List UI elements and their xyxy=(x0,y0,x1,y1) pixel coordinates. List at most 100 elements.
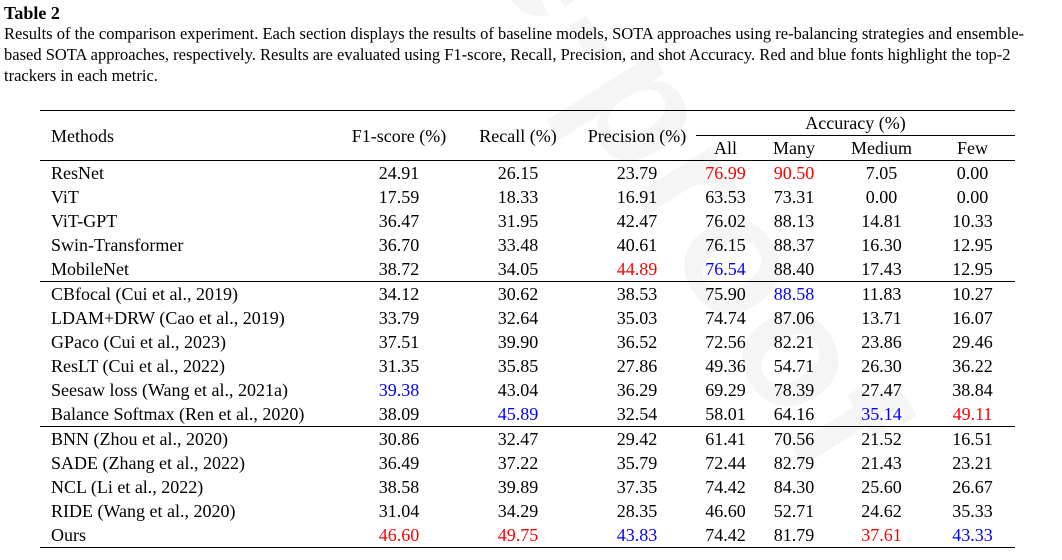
many-cell: 82.21 xyxy=(773,332,815,352)
medium-cell: 24.62 xyxy=(861,501,902,521)
all-cell: 75.90 xyxy=(696,281,755,306)
table-label: Table 2 xyxy=(4,3,60,23)
f1-cell: 24.91 xyxy=(340,160,458,185)
method-cell: GPaco (Cui et al., 2023) xyxy=(51,332,226,352)
all-cell: 76.15 xyxy=(705,235,746,255)
method-cell: NCL (Li et al., 2022) xyxy=(51,477,204,497)
few-cell: 26.67 xyxy=(952,477,993,497)
recall-cell: 30.62 xyxy=(458,281,578,306)
medium-cell: 25.60 xyxy=(861,477,902,497)
medium-cell: 26.30 xyxy=(861,356,902,376)
all-cell: 61.41 xyxy=(696,426,755,451)
table-row: CBfocal (Cui et al., 2019) 34.12 30.62 38.5… xyxy=(40,281,1015,306)
table-row: Balance Softmax (Ren et al., 2020) 38.09 4… xyxy=(40,402,1015,427)
all-cell: 72.56 xyxy=(705,332,746,352)
header-f1: F1-score (%) xyxy=(340,110,458,161)
recall-cell: 18.33 xyxy=(497,187,539,207)
many-cell: 84.30 xyxy=(773,477,815,497)
medium-cell: 14.81 xyxy=(861,211,902,231)
many-cell: 88.37 xyxy=(773,235,815,255)
few-cell: 10.33 xyxy=(952,211,993,231)
results-table: Methods F1-score (%) Recall (%) Precisio… xyxy=(40,110,1015,548)
f1-cell: 34.12 xyxy=(340,281,458,306)
f1-cell: 38.72 xyxy=(378,259,420,279)
recall-cell: 49.75 xyxy=(458,523,578,548)
header-few: Few xyxy=(957,138,988,158)
recall-cell: 26.15 xyxy=(458,160,578,185)
f1-cell: 36.47 xyxy=(378,211,420,231)
f1-cell: 46.60 xyxy=(340,523,458,548)
many-cell: 88.13 xyxy=(773,211,815,231)
precision-cell: 35.03 xyxy=(616,308,658,328)
few-cell: 35.33 xyxy=(952,501,993,521)
header-all: All xyxy=(713,138,737,158)
few-cell: 16.51 xyxy=(930,426,1015,451)
table-row: NCL (Li et al., 2022) 38.58 39.89 37.35 74.4… xyxy=(40,475,1015,499)
medium-cell: 7.05 xyxy=(833,160,930,185)
medium-cell: 23.86 xyxy=(861,332,902,352)
few-cell: 29.46 xyxy=(952,332,993,352)
f1-cell: 36.70 xyxy=(378,235,420,255)
all-cell: 49.36 xyxy=(705,356,746,376)
table-row: ViT 17.59 18.33 16.91 63.53 73.31 0.00 0.00 xyxy=(40,185,1015,209)
all-cell: 58.01 xyxy=(705,404,746,424)
medium-cell: 27.47 xyxy=(861,380,902,400)
table-caption: Results of the comparison experiment. Ea… xyxy=(4,24,1025,85)
f1-cell: 31.35 xyxy=(378,356,420,376)
all-cell: 74.42 xyxy=(705,477,746,497)
many-cell: 54.71 xyxy=(773,356,815,376)
method-cell: RIDE (Wang et al., 2020) xyxy=(51,501,236,521)
many-cell: 70.56 xyxy=(755,426,833,451)
all-cell: 76.54 xyxy=(705,259,746,279)
many-cell: 64.16 xyxy=(773,404,815,424)
precision-cell: 16.91 xyxy=(616,187,658,207)
method-cell: CBfocal (Cui et al., 2019) xyxy=(40,281,340,306)
few-cell: 23.21 xyxy=(952,453,993,473)
few-cell: 10.27 xyxy=(930,281,1015,306)
f1-cell: 37.51 xyxy=(378,332,420,352)
recall-cell: 32.64 xyxy=(497,308,539,328)
precision-cell: 36.29 xyxy=(616,380,658,400)
table-row: ViT-GPT 36.47 31.95 42.47 76.02 88.13 14.81 10.… xyxy=(40,209,1015,233)
precision-cell: 32.54 xyxy=(616,404,658,424)
table-row: Swin-Transformer 36.70 33.48 40.61 76.15 88.3… xyxy=(40,233,1015,257)
few-cell: 12.95 xyxy=(952,235,993,255)
method-cell: Ours xyxy=(40,523,340,548)
many-cell: 73.31 xyxy=(773,187,815,207)
method-cell: MobileNet xyxy=(51,259,129,279)
all-cell: 74.74 xyxy=(705,308,746,328)
medium-cell: 35.14 xyxy=(861,404,902,424)
precision-cell: 38.53 xyxy=(578,281,696,306)
recall-cell: 45.89 xyxy=(497,404,539,424)
header-precision: Precision (%) xyxy=(578,110,696,161)
header-many: Many xyxy=(773,138,815,158)
header-recall: Recall (%) xyxy=(458,110,578,161)
many-cell: 81.79 xyxy=(755,523,833,548)
table-row: LDAM+DRW (Cao et al., 2019) 33.79 32.64 35.… xyxy=(40,306,1015,330)
few-cell: 0.00 xyxy=(956,187,989,207)
f1-cell: 31.04 xyxy=(378,501,420,521)
recall-cell: 33.48 xyxy=(497,235,539,255)
precision-cell: 28.35 xyxy=(616,501,658,521)
recall-cell: 35.85 xyxy=(497,356,539,376)
f1-cell: 38.09 xyxy=(378,404,420,424)
method-cell: LDAM+DRW (Cao et al., 2019) xyxy=(51,308,285,328)
f1-cell: 33.79 xyxy=(378,308,420,328)
few-cell: 0.00 xyxy=(930,160,1015,185)
method-cell: ResNet xyxy=(40,160,340,185)
precision-cell: 40.61 xyxy=(616,235,658,255)
header-accuracy: Accuracy (%) xyxy=(696,110,1015,136)
all-cell: 76.02 xyxy=(705,211,746,231)
all-cell: 69.29 xyxy=(705,380,746,400)
f1-cell: 30.86 xyxy=(340,426,458,451)
medium-cell: 21.52 xyxy=(833,426,930,451)
medium-cell: 37.61 xyxy=(833,523,930,548)
header-methods: Methods xyxy=(40,110,340,161)
method-cell: ViT-GPT xyxy=(51,211,118,231)
medium-cell: 0.00 xyxy=(865,187,898,207)
table-row: RIDE (Wang et al., 2020) 31.04 34.29 28.35 4… xyxy=(40,499,1015,523)
all-cell: 72.44 xyxy=(705,453,746,473)
method-cell: ViT xyxy=(51,187,79,207)
method-cell: Seesaw loss (Wang et al., 2021a) xyxy=(51,380,288,400)
recall-cell: 32.47 xyxy=(458,426,578,451)
